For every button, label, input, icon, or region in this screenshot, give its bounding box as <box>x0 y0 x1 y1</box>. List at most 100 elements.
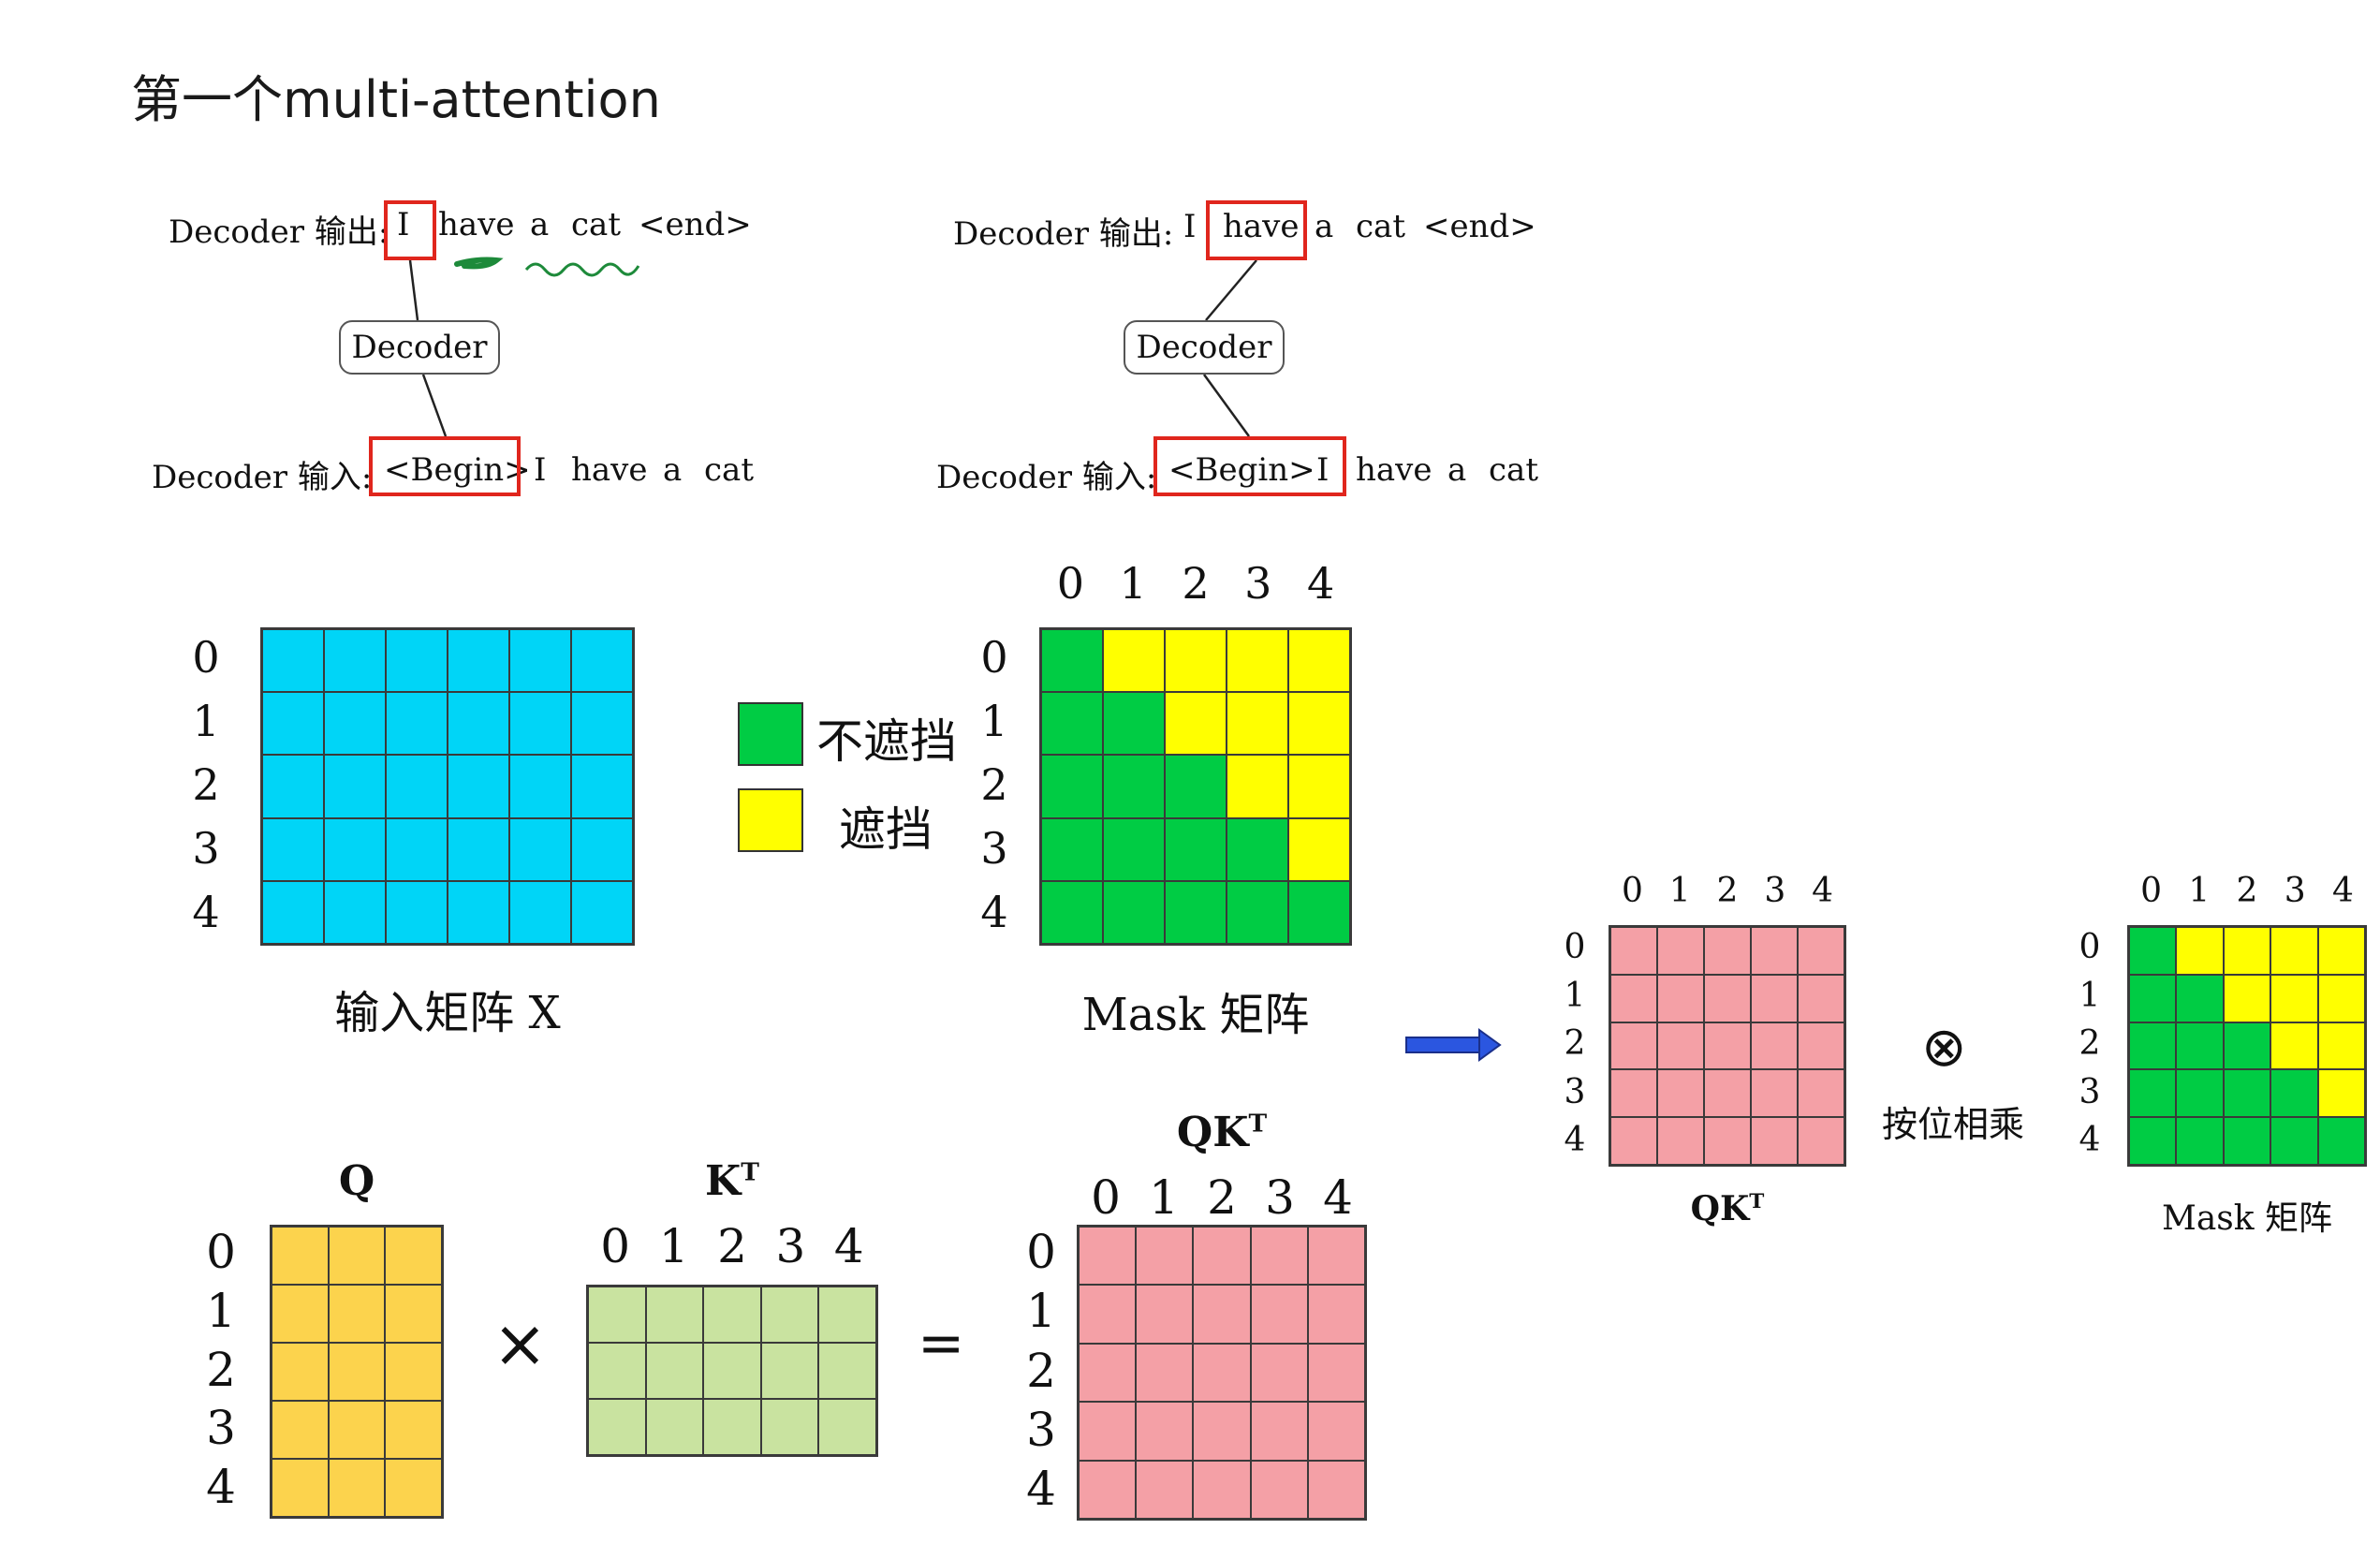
matrix-cell <box>328 1459 386 1517</box>
matrix-cell <box>1288 692 1350 756</box>
left-output-token: <end> <box>639 206 752 243</box>
right-arrow-icon <box>1405 1028 1502 1062</box>
matrix-cell <box>588 1287 646 1343</box>
matrix-cell <box>2270 1022 2318 1070</box>
right-qkt-label: QKT <box>1690 1189 1765 1228</box>
matrix-cell <box>1136 1227 1194 1286</box>
matrix-cell <box>571 692 633 756</box>
col-index-label: 1 <box>1149 1170 1179 1225</box>
matrix-cell <box>1193 1460 1251 1519</box>
row-index-label: 4 <box>1026 1461 1056 1516</box>
matrix-cell <box>1288 629 1350 693</box>
matrix-cell <box>1610 1069 1657 1118</box>
matrix-cell <box>386 629 448 693</box>
matrix-cell <box>1103 629 1165 693</box>
right-output-highlight <box>1206 200 1307 260</box>
matrix-cell <box>509 755 571 818</box>
col-index-label: 3 <box>2284 872 2306 910</box>
mask-matrix <box>1039 627 1352 946</box>
right-mask-matrix <box>2127 925 2367 1167</box>
col-index-label: 1 <box>1668 872 1691 910</box>
multiply-symbol: × <box>492 1305 548 1382</box>
row-index-label: 1 <box>1564 976 1586 1015</box>
matrix-cell <box>1103 880 1165 944</box>
matrix-cell <box>1704 1022 1751 1070</box>
matrix-cell <box>385 1401 442 1459</box>
matrix-cell <box>2270 927 2318 975</box>
matrix-cell <box>1250 1402 1308 1461</box>
matrix-cell <box>1079 1402 1137 1461</box>
left-decoder-input-label: Decoder 输入: <box>152 459 373 496</box>
matrix-cell <box>328 1401 386 1459</box>
input-matrix-x <box>260 627 635 946</box>
col-index-label: 0 <box>600 1219 631 1273</box>
matrix-cell <box>1288 817 1350 881</box>
matrix-cell <box>1165 629 1227 693</box>
matrix-cell <box>2270 974 2318 1022</box>
right-output-token: cat <box>1356 208 1405 245</box>
left-input-token: cat <box>704 451 754 489</box>
matrix-cell <box>262 755 324 818</box>
matrix-cell <box>1079 1343 1137 1403</box>
green-squiggle-mark <box>524 262 640 277</box>
col-index-label: 0 <box>1056 558 1085 609</box>
legend-unmasked-swatch <box>738 702 803 766</box>
kt-matrix <box>586 1285 878 1457</box>
col-index-label: 1 <box>2188 872 2211 910</box>
matrix-cell <box>1136 1460 1194 1519</box>
matrix-cell <box>1657 1069 1704 1118</box>
col-index-label: 1 <box>1119 558 1147 609</box>
matrix-cell <box>1079 1285 1137 1344</box>
matrix-cell <box>272 1459 329 1517</box>
row-index-label: 2 <box>2079 1024 2101 1064</box>
left-input-token: have <box>571 451 648 489</box>
matrix-cell <box>588 1399 646 1455</box>
row-index-label: 0 <box>2079 928 2101 966</box>
matrix-cell <box>571 880 633 944</box>
matrix-cell <box>703 1399 761 1455</box>
matrix-cell <box>1250 1460 1308 1519</box>
matrix-cell <box>1165 692 1227 756</box>
col-index-label: 2 <box>1207 1170 1237 1225</box>
matrix-cell <box>1798 1022 1844 1070</box>
right-qkt-matrix <box>1609 925 1846 1167</box>
matrix-cell <box>2176 1022 2224 1070</box>
matrix-cell <box>1103 692 1165 756</box>
matrix-cell <box>509 817 571 881</box>
matrix-cell <box>262 880 324 944</box>
matrix-cell <box>1165 817 1227 881</box>
left-decoder-box: Decoder <box>339 320 500 375</box>
matrix-cell <box>2129 1117 2177 1165</box>
page-title: 第一个multi-attention <box>131 70 661 129</box>
left-input-highlight <box>369 436 521 496</box>
row-index-label: 3 <box>1026 1402 1056 1457</box>
right-output-token: I <box>1183 208 1197 245</box>
matrix-cell <box>509 880 571 944</box>
left-input-token: <Begin> <box>384 451 531 489</box>
matrix-cell <box>1041 880 1103 944</box>
right-output-token: <end> <box>1423 208 1536 245</box>
matrix-cell <box>1250 1227 1308 1286</box>
row-index-label: 2 <box>192 758 220 810</box>
matrix-cell <box>818 1399 876 1455</box>
matrix-cell <box>1250 1285 1308 1344</box>
row-index-label: 2 <box>206 1342 236 1397</box>
matrix-cell <box>448 692 509 756</box>
row-index-label: 0 <box>1026 1225 1056 1280</box>
row-index-label: 0 <box>1564 928 1586 966</box>
matrix-cell <box>1227 817 1288 881</box>
matrix-cell <box>1079 1227 1137 1286</box>
row-index-label: 4 <box>2079 1121 2101 1160</box>
matrix-cell <box>448 817 509 881</box>
row-index-label: 2 <box>1564 1024 1586 1064</box>
left-output-token: I <box>397 206 410 243</box>
row-index-label: 4 <box>206 1460 236 1515</box>
matrix-cell <box>1610 927 1657 975</box>
matrix-cell <box>1136 1285 1194 1344</box>
row-index-label: 3 <box>192 822 220 874</box>
matrix-cell <box>328 1285 386 1343</box>
matrix-cell <box>571 755 633 818</box>
matrix-cell <box>1136 1343 1194 1403</box>
matrix-cell <box>262 817 324 881</box>
row-index-label: 0 <box>192 631 220 683</box>
